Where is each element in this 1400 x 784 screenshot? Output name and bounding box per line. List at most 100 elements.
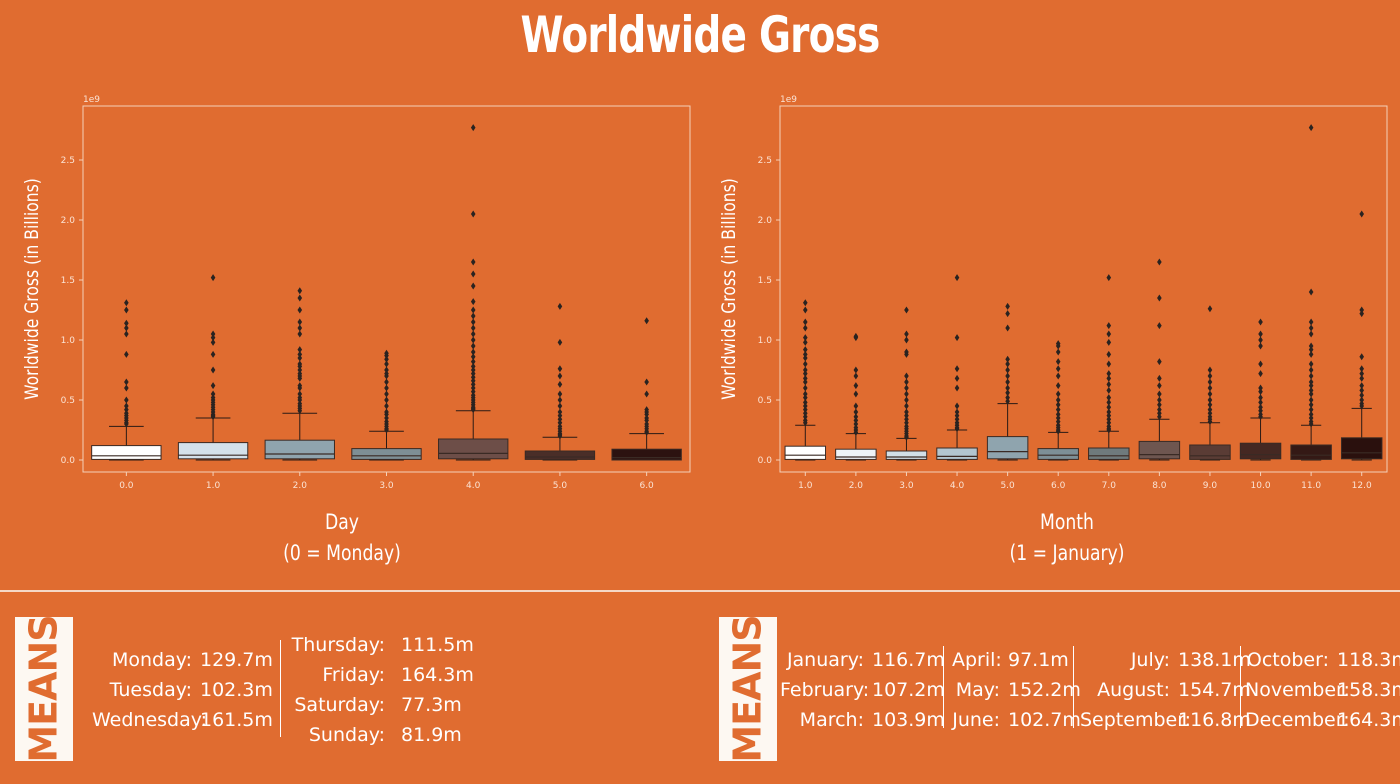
outlier-point [1207,366,1213,374]
outlier-point [802,334,808,342]
outlier-point [853,366,859,374]
page-title: Worldwide Gross [520,6,880,64]
month-x-axis-title-line2: (1 = January) [1009,541,1125,565]
outlier-point [1106,412,1112,420]
outlier-point [557,302,563,310]
month-y-tick-label: 0.0 [758,456,773,466]
outlier-point [470,358,476,366]
outlier-point [802,338,808,346]
outlier-point [904,384,909,392]
outlier-point [1359,370,1365,378]
outlier-point [954,412,960,420]
outlier-point [124,350,129,358]
box-iqr [264,439,335,460]
box-iqr [1088,447,1130,460]
outlier-point [297,294,303,302]
outlier-point [384,372,389,380]
outlier-point [1308,390,1314,398]
mean-row: September: 116.8m [1080,705,1251,735]
outlier-point [1157,413,1162,421]
outlier-point [1258,388,1263,396]
month-boxplot: 1e9 0.0 0.5 1.0 1.5 2.0 2.5 Worldwide Gross (in… [719,95,1388,491]
month-y-tick-label: 1.5 [758,276,772,286]
outlier-point [1359,396,1365,404]
day-x-tick-label: 1.0 [206,481,221,491]
outlier-point [1106,380,1112,388]
mean-row: February: 107.2m [780,675,945,705]
outlier-point [470,210,476,218]
outlier-point [1308,420,1314,428]
outlier-point [1308,342,1314,350]
outlier-point [297,287,303,295]
outlier-point [1258,342,1263,350]
outlier-point [1258,413,1263,421]
month-x-tick-label: 9.0 [1203,481,1218,491]
mean-value: 107.2m [872,679,945,701]
outlier-point [470,124,476,132]
outlier-point [802,406,808,414]
outlier-point [853,402,859,410]
outlier-point [904,433,909,441]
outlier-point [1207,406,1213,414]
outlier-point [384,360,389,368]
outlier-point [1308,124,1314,132]
outlier-point [1055,365,1061,373]
outlier-point [954,415,960,423]
outlier-point [1005,302,1010,310]
outlier-point [1055,418,1061,426]
outlier-point [297,346,303,354]
outlier-point [1005,372,1010,380]
mean-label: July: [1130,649,1170,671]
mean-value: 161.5m [200,709,273,731]
mean-label: October: [1246,649,1329,671]
outlier-point [297,324,303,332]
outlier-point [802,409,808,417]
outlier-point [1005,324,1010,332]
outlier-point [1106,370,1112,378]
mean-label: Sunday: [308,724,385,746]
outlier-point [470,380,476,388]
day-y-tick-label: 1.5 [61,276,75,286]
month-means-separator-2 [1073,646,1074,728]
outlier-point [124,378,129,386]
outlier-point [1359,306,1365,314]
outlier-point [384,414,389,422]
outlier-point [904,350,909,358]
outlier-point [470,348,476,356]
outlier-point [904,412,909,420]
outlier-point [644,428,649,436]
outlier-point [557,412,563,420]
mean-value: 152.2m [1008,679,1081,701]
mean-row: Saturday: 77.3m [290,690,474,720]
mean-value: 102.3m [200,679,273,701]
outlier-point [802,350,808,358]
outlier-point [470,282,476,290]
outlier-point [954,384,960,392]
month-box-8.0 [1138,258,1181,461]
mean-row: January: 116.7m [780,645,945,675]
box-iqr [1037,448,1079,460]
outlier-point [1359,391,1365,399]
day-y-tick-label: 1.0 [61,336,76,346]
outlier-point [954,425,960,433]
outlier-point [210,334,216,342]
mean-row: December:164.3m [1245,705,1400,735]
outlier-point [1055,372,1061,380]
outlier-point [1157,390,1162,398]
outlier-point [297,407,303,415]
month-y-tick-label: 2.5 [758,156,772,166]
outlier-point [954,365,960,373]
outlier-point [644,410,649,418]
outlier-point [384,352,389,360]
outlier-point [802,384,808,392]
day-box-1.0 [177,274,249,461]
day-x-tick-label: 4.0 [466,481,481,491]
month-box-10.0 [1239,318,1282,461]
outlier-point [1258,403,1263,411]
day-x-tick-label: 3.0 [379,481,394,491]
mean-row: Friday: 164.3m [290,660,474,690]
month-box-6.0 [1037,340,1079,461]
outlier-point [384,384,389,392]
outlier-point [557,396,563,404]
day-x-tick-label: 0.0 [119,481,134,491]
